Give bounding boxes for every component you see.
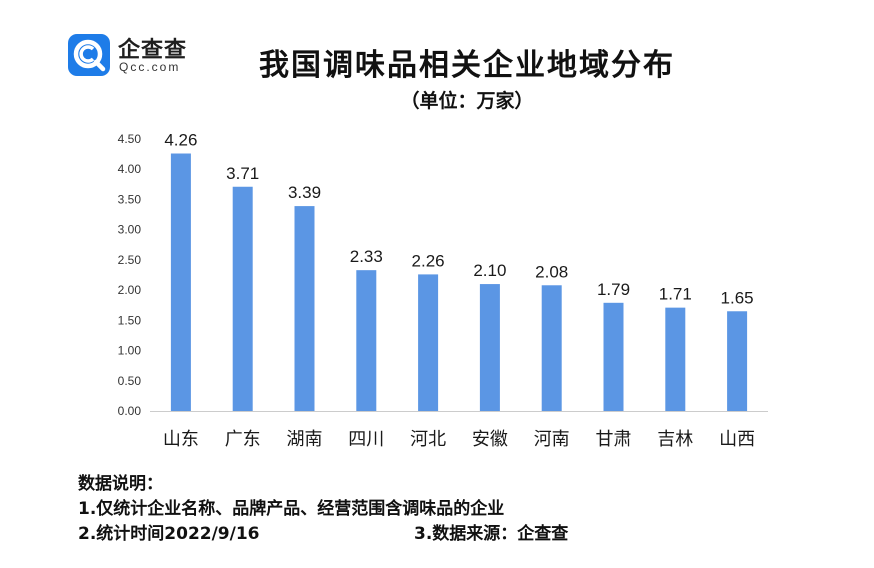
bar-value-label: 4.26 — [164, 131, 197, 150]
logo-name: 企查查 — [118, 38, 188, 63]
x-category-label: 河北 — [410, 429, 446, 450]
bar — [665, 307, 686, 411]
x-category-label: 河南 — [534, 429, 570, 450]
bar-value-label: 3.39 — [288, 183, 321, 202]
qcc-magnifier-logo-icon — [68, 34, 110, 76]
x-category-label: 四川 — [348, 429, 384, 450]
y-tick-label: 3.00 — [118, 223, 142, 237]
logo-url: Qcc.com — [119, 60, 181, 74]
bar-value-label: 2.10 — [473, 261, 506, 280]
y-tick-label: 2.00 — [118, 283, 142, 297]
bar-value-label: 3.71 — [226, 164, 259, 183]
bar-value-label: 1.65 — [721, 288, 754, 307]
x-category-label: 广东 — [225, 429, 261, 450]
notes-line-2: 2.统计时间2022/9/16 — [78, 524, 260, 544]
y-tick-label: 3.50 — [118, 192, 142, 206]
bar — [170, 153, 191, 412]
bar — [356, 270, 377, 411]
qcc-logo: 企查查 Qcc.com — [68, 30, 208, 78]
bar-value-label: 1.71 — [659, 285, 692, 304]
bar-value-label: 2.33 — [350, 247, 383, 266]
chart-subtitle: （单位：万家） — [400, 90, 534, 112]
notes-line-3: 3.数据来源：企查查 — [414, 524, 569, 544]
x-category-label: 安徽 — [472, 429, 508, 450]
x-category-label: 山西 — [719, 429, 755, 450]
y-tick-label: 0.50 — [118, 374, 142, 388]
y-tick-label: 2.50 — [118, 253, 142, 267]
bar — [232, 186, 253, 411]
y-tick-label: 4.00 — [118, 162, 142, 176]
bar-value-label: 1.79 — [597, 280, 630, 299]
x-category-label: 甘肃 — [596, 429, 632, 450]
y-tick-label: 4.50 — [118, 132, 142, 146]
data-notes: 数据说明： 1.仅统计企业名称、品牌产品、经营范围含调味品的企业 2.统计时间2… — [78, 472, 568, 547]
notes-heading: 数据说明： — [78, 474, 163, 494]
bar — [479, 284, 500, 411]
bar — [294, 206, 315, 411]
bar-value-label: 2.26 — [412, 251, 445, 270]
bar — [541, 285, 562, 411]
y-tick-label: 1.00 — [118, 344, 142, 358]
notes-line-2-row: 2.统计时间2022/9/16 3.数据来源：企查查 — [78, 522, 568, 547]
notes-line-1: 1.仅统计企业名称、品牌产品、经营范围含调味品的企业 — [78, 499, 505, 519]
y-tick-label: 1.50 — [118, 313, 142, 327]
y-tick-label: 0.00 — [118, 404, 142, 418]
x-category-label: 山东 — [163, 429, 199, 450]
bar — [603, 302, 624, 411]
x-category-label: 吉林 — [657, 429, 693, 450]
chart-title: 我国调味品相关企业地域分布 — [259, 48, 675, 83]
bar — [418, 274, 439, 411]
bar — [727, 311, 748, 411]
bar-value-label: 2.08 — [535, 262, 568, 281]
x-category-label: 湖南 — [287, 429, 323, 450]
